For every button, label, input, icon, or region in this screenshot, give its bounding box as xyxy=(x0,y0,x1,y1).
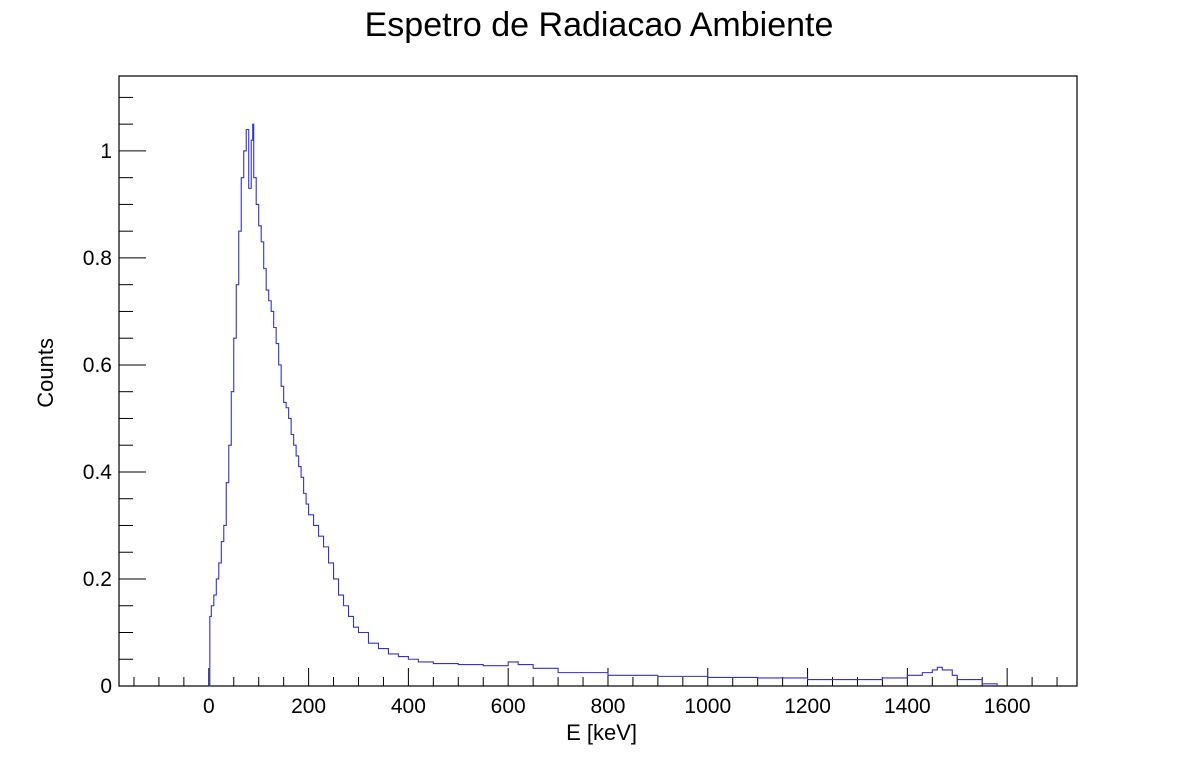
y-axis: 0 0.2 0.4 0.6 0.8 1 xyxy=(83,96,146,698)
plot-frame xyxy=(118,75,1078,687)
y-axis-label: Counts xyxy=(33,338,58,408)
x-tick-label: 400 xyxy=(391,695,426,718)
y-tick-label: 0.2 xyxy=(83,568,112,591)
x-tick-label: 1400 xyxy=(884,695,931,718)
spectrum-line xyxy=(208,123,998,687)
x-tick-label: 1000 xyxy=(684,695,731,718)
x-tick-label: 0 xyxy=(203,695,215,718)
y-tick-label: 1 xyxy=(100,140,112,163)
x-tick-label: 200 xyxy=(291,695,326,718)
x-tick-label: 800 xyxy=(590,695,625,718)
y-tick-label: 0 xyxy=(100,675,112,698)
chart-title: Espetro de Radiacao Ambiente xyxy=(365,6,834,44)
x-tick-label: 600 xyxy=(491,695,526,718)
x-tick-label: 1200 xyxy=(784,695,831,718)
y-tick-label: 0.6 xyxy=(83,354,112,377)
x-tick-label: 1600 xyxy=(984,695,1031,718)
y-tick-label: 0.8 xyxy=(83,247,112,270)
y-tick-label: 0.4 xyxy=(83,461,113,484)
x-axis-label: E [keV] xyxy=(566,720,637,745)
